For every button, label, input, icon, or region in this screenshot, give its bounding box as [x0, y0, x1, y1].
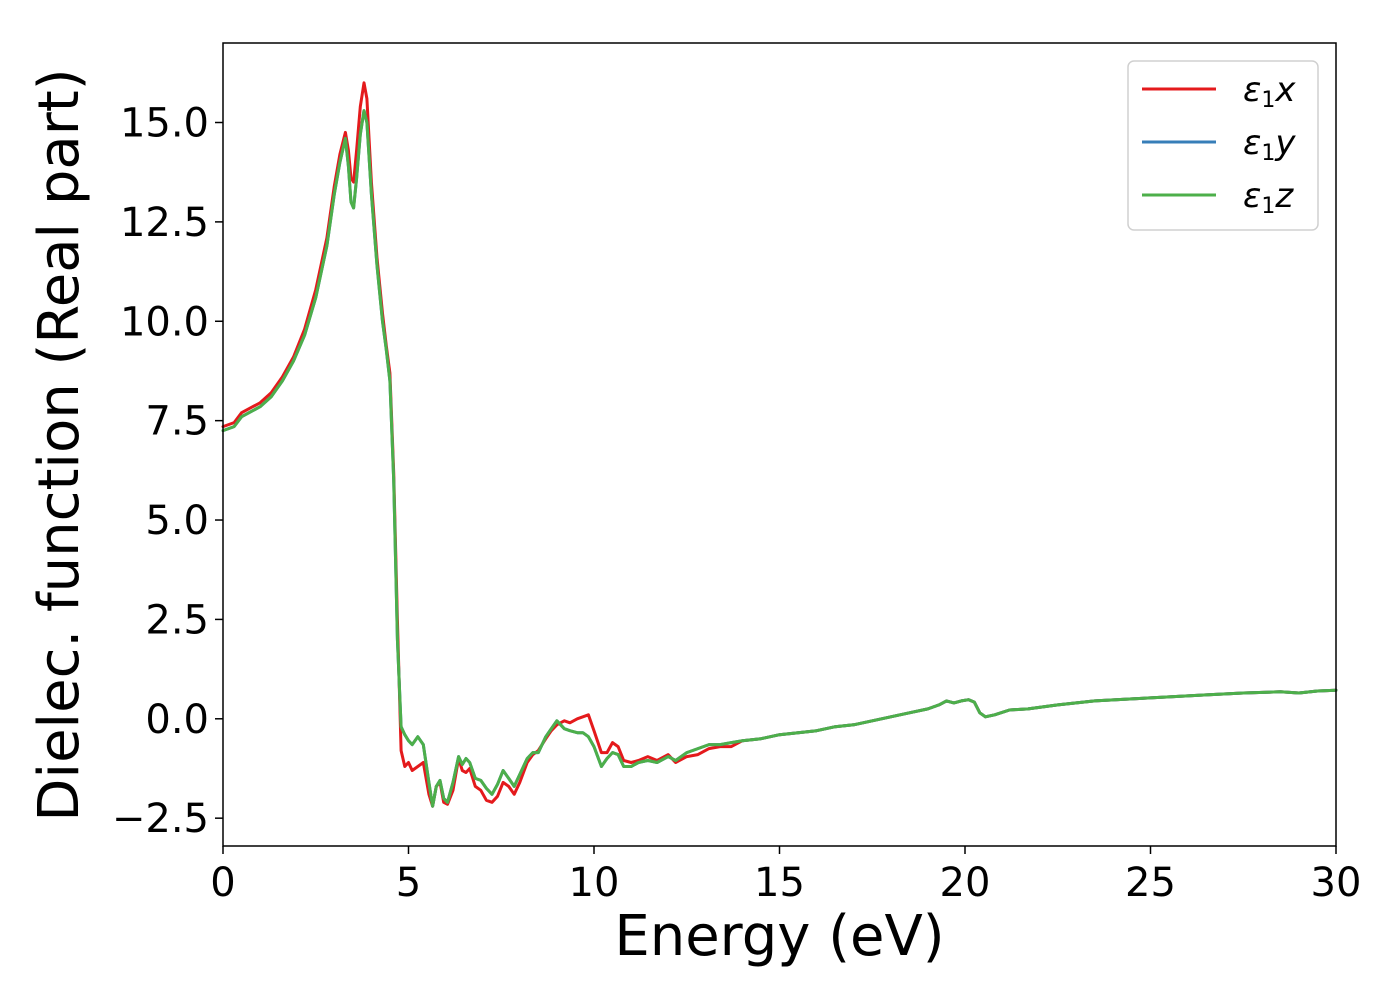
series-line-z: [221, 109, 1338, 808]
legend-label-z: ε1z: [1243, 176, 1294, 219]
x-tick-label: 10: [569, 860, 620, 906]
x-tick-label: 30: [1311, 860, 1362, 906]
y-tick-label: −2.5: [112, 796, 209, 842]
y-tick-label: 12.5: [120, 200, 209, 246]
legend-label-x: ε1x: [1243, 70, 1296, 113]
legend-label-y: ε1y: [1243, 123, 1296, 166]
x-tick-label: 5: [396, 860, 421, 906]
y-axis-label: Dielec. function (Real part): [27, 68, 92, 821]
x-tick-label: 15: [754, 860, 805, 906]
y-tick-label: 15.0: [120, 101, 209, 147]
x-axis-label: Energy (eV): [614, 904, 944, 969]
y-tick-label: 2.5: [145, 597, 209, 643]
y-tick-label: 10.0: [120, 299, 209, 345]
series-layer: [221, 81, 1338, 808]
x-tick-label: 25: [1125, 860, 1176, 906]
x-tick-label: 0: [210, 860, 235, 906]
legend: ε1x ε1y ε1z: [1127, 60, 1319, 231]
y-tick-label: 7.5: [145, 399, 209, 445]
x-tick-label: 20: [940, 860, 991, 906]
legend-box: [1127, 60, 1319, 231]
y-tick-label: 5.0: [145, 498, 209, 544]
y-tick-label: 0.0: [145, 697, 209, 743]
ticks-layer: 0 5 10 15 20 25 30 −2.5 0.0 2.5 5.0 7.5 10.0 12.5 15.0: [112, 101, 1362, 906]
